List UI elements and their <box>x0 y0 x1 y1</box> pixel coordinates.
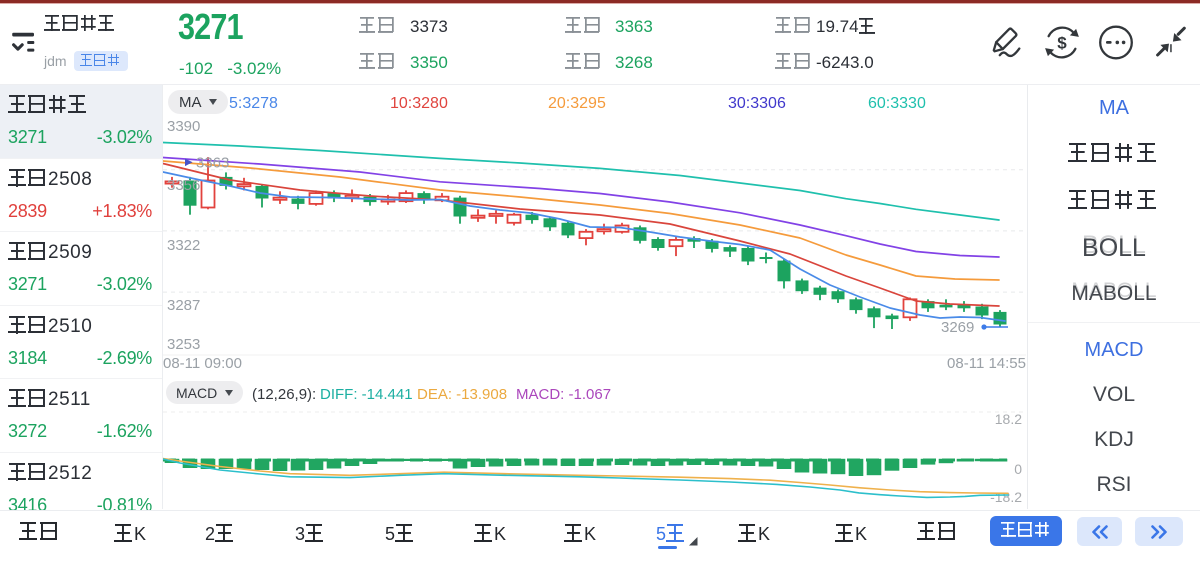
svg-text:(12,26,9):: (12,26,9): <box>252 386 316 403</box>
svg-text:0: 0 <box>1014 461 1022 477</box>
svg-text:3269: 3269 <box>941 319 974 336</box>
svg-text:18.2: 18.2 <box>995 411 1022 427</box>
svg-text:$: $ <box>1057 34 1067 53</box>
svg-text:3287: 3287 <box>167 297 200 314</box>
svg-text:10:3280: 10:3280 <box>390 95 448 112</box>
svg-text:08-11 14:55: 08-11 14:55 <box>947 355 1026 372</box>
svg-text:3390: 3390 <box>167 118 200 135</box>
svg-text:5:3278: 5:3278 <box>229 95 278 112</box>
svg-text:3253: 3253 <box>167 336 200 353</box>
svg-text:20:3295: 20:3295 <box>548 95 606 112</box>
svg-text:-18.2: -18.2 <box>990 489 1022 505</box>
svg-text:3363: 3363 <box>196 155 229 172</box>
svg-text:MACD: -1.067: MACD: -1.067 <box>516 386 611 403</box>
svg-text:08-11 09:00: 08-11 09:00 <box>163 355 242 372</box>
svg-text:DEA: -13.908: DEA: -13.908 <box>417 386 507 403</box>
svg-text:30:3306: 30:3306 <box>728 95 786 112</box>
svg-text:MA: MA <box>179 94 202 111</box>
svg-text:60:3330: 60:3330 <box>868 95 926 112</box>
svg-text:3322: 3322 <box>167 237 200 254</box>
svg-text:3356: 3356 <box>167 177 200 194</box>
svg-text:MACD: MACD <box>176 385 217 401</box>
svg-text:DIFF: -14.441: DIFF: -14.441 <box>320 386 413 403</box>
